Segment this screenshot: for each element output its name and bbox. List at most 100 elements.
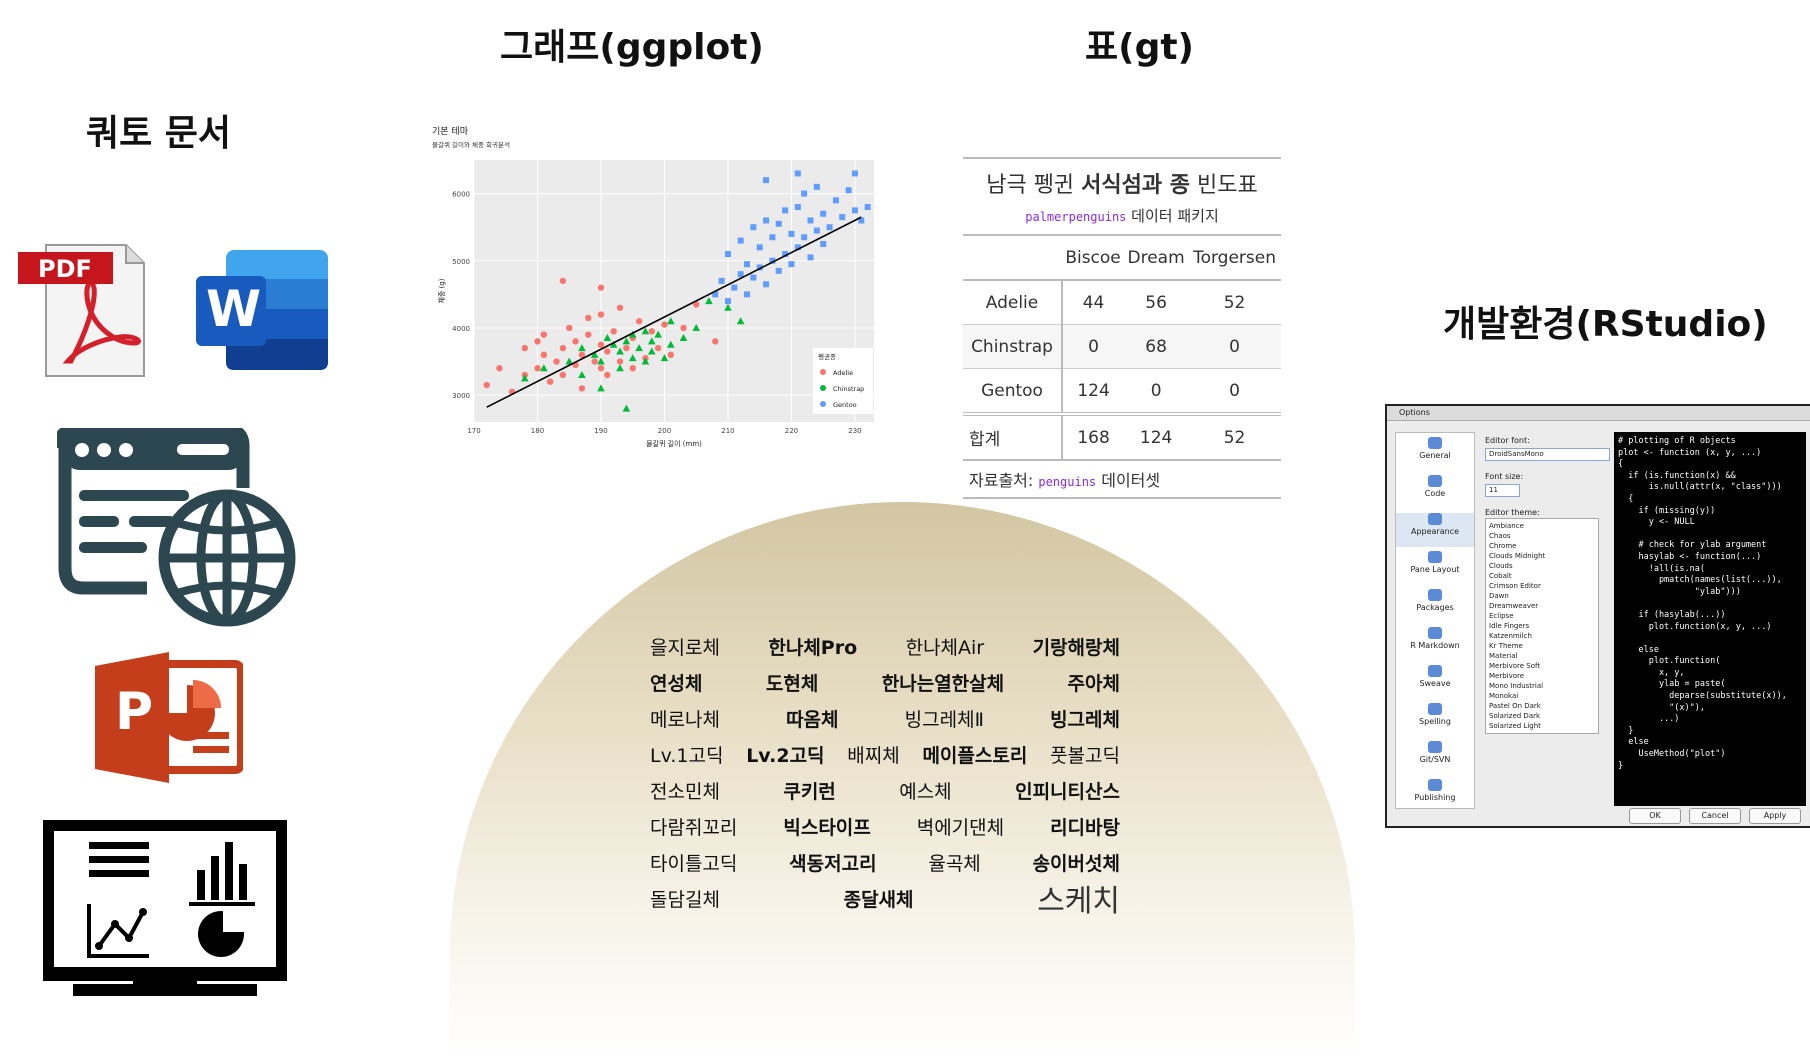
ide-heading: 개발환경(RStudio) [1443,304,1768,345]
font-sample: 율곡체 [928,852,981,875]
data-point [679,334,688,342]
data-point [826,224,833,231]
row-label: Chinstrap [963,324,1063,369]
powerpoint-label: P [115,682,154,742]
theme-option[interactable]: Solarized Dark [1489,712,1541,720]
theme-option[interactable]: Idle Fingers [1489,622,1530,630]
sidebar-item-r-markdown[interactable]: R Markdown [1396,627,1474,661]
theme-option[interactable]: Kr Theme [1489,642,1523,650]
data-point [622,404,631,412]
apply-button[interactable]: Apply [1749,808,1801,824]
chart-subtitle: 물갈퀴 길이와 체중 회귀분석 [432,140,510,149]
sidebar-item-appearance[interactable]: Appearance [1396,513,1474,547]
theme-option[interactable]: Cobalt [1489,572,1512,580]
pane-icon [1428,779,1442,791]
data-point [654,330,662,338]
theme-option[interactable]: Clouds Midnight [1489,552,1546,560]
theme-option[interactable]: Dreamweaver [1489,602,1539,610]
data-point [692,323,701,331]
y-tick-label: 4000 [452,325,470,333]
font-row: 을지로체 한나체Pro 한나체Air 기랑해랑체 [650,628,1120,664]
data-point [597,365,605,372]
theme-list[interactable]: Ambiance Chaos Chrome Clouds Midnight Clouds… [1485,518,1599,734]
font-sample: 기랑해랑체 [1032,636,1120,659]
font-sample: 리디바탕 [1050,816,1120,839]
editor-font-select[interactable]: DroidSansMono [1485,448,1610,461]
theme-option[interactable]: Dawn [1489,592,1509,600]
theme-option[interactable]: Ambiance [1489,522,1524,530]
data-point [756,264,763,271]
data-point [724,298,731,305]
data-point [647,337,656,345]
gt-table: 남극 펭귄 서식섬과 종 빈도표 palmerpenguins 데이터 패키지 … [963,157,1281,499]
data-point [578,385,586,392]
total-label: 합계 [963,414,1063,460]
dashboard-icon [40,817,290,998]
data-point [756,244,763,251]
sidebar-item-label: Code [1424,489,1446,498]
theme-option[interactable]: Monokai [1489,692,1519,700]
data-point [680,324,687,332]
pane-icon [1428,741,1442,753]
sidebar-item-label: Publishing [1414,793,1456,802]
sidebar-item-packages[interactable]: Packages [1396,589,1474,623]
data-point [813,183,820,190]
theme-option[interactable]: Merbivore [1489,672,1525,680]
sidebar-item-spelling[interactable]: Spelling [1396,703,1474,737]
data-point [520,374,529,382]
theme-option[interactable]: Crimson Editor [1489,582,1541,590]
data-point [623,344,630,352]
font-row: 전소민체 쿠키런 예스체 인피니티산스 [650,772,1120,808]
scatter-chart: 170 180 190 200 210 220 230 3000 4000 5000 6000 기본 … [428,122,896,458]
theme-option[interactable]: Clouds [1489,562,1513,570]
gt-body: Biscoe Dream Torgersen Adelie 44 56 52 Chi… [963,234,1281,461]
data-point [578,351,586,359]
font-size-select[interactable]: 11 [1485,484,1520,497]
theme-option[interactable]: Material [1489,652,1518,660]
theme-option[interactable]: Merbivore Soft [1489,662,1541,670]
font-sample: 따옴체 [786,708,839,731]
data-point [534,365,541,372]
x-tick-label: 210 [721,427,734,435]
legend-label: Gentoo [833,401,857,409]
data-point [851,170,858,177]
ok-button[interactable]: OK [1629,808,1681,824]
data-point [712,291,719,298]
sidebar-item-sweave[interactable]: Sweave [1396,665,1474,699]
data-point [572,338,579,345]
data-point [794,244,801,251]
theme-option[interactable]: Chrome [1489,542,1517,550]
font-sample: 예스체 [899,780,952,803]
theme-option[interactable]: Chaos [1489,532,1511,540]
theme-option[interactable]: Eclipse [1489,612,1514,620]
theme-option[interactable]: Mono Industrial [1489,682,1544,690]
legend-key [820,401,826,407]
font-row: 메로나체 따옴체 빙그레체Ⅱ 빙그레체 [650,700,1120,736]
data-point [736,317,745,325]
data-point [724,303,732,311]
sidebar-item-publishing[interactable]: Publishing [1396,779,1474,813]
data-point [648,328,655,335]
cancel-button[interactable]: Cancel [1689,808,1741,824]
sidebar-item-pane-layout[interactable]: Pane Layout [1396,551,1474,585]
theme-option[interactable]: Katzenmilch [1489,632,1532,640]
data-point [807,217,814,224]
sidebar-item-general[interactable]: General [1396,437,1474,471]
data-point [635,344,643,352]
theme-option[interactable]: Pastel On Dark [1489,702,1541,710]
sidebar-item-label: Spelling [1419,717,1451,726]
theme-option[interactable]: Solarized Light [1489,722,1541,730]
x-tick-label: 190 [594,427,607,435]
data-point [763,177,770,184]
y-tick-label: 6000 [452,191,470,199]
x-tick-label: 180 [531,427,544,435]
sidebar-item-git-svn[interactable]: Git/SVN [1396,741,1474,775]
data-point [820,210,827,217]
data-point [788,230,795,237]
font-size-label: Font size: [1485,472,1524,481]
gt-source-note: 자료출처: penguins 데이터셋 [963,461,1281,499]
sidebar-item-code[interactable]: Code [1396,475,1474,509]
sidebar-item-label: Pane Layout [1410,565,1460,574]
legend-title: 펭귄종 [818,352,836,361]
data-point [794,204,801,211]
